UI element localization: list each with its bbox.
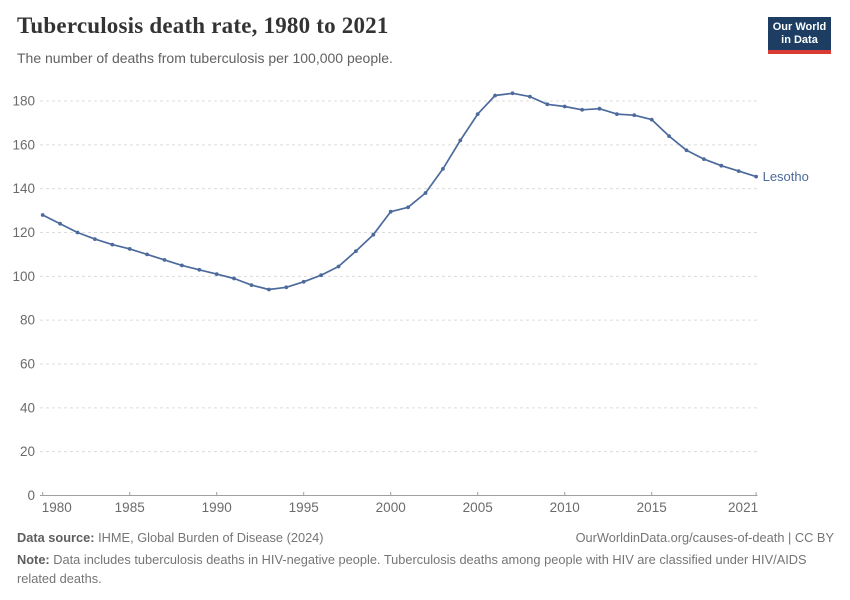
- data-point[interactable]: [736, 169, 741, 174]
- data-source-value: IHME, Global Burden of Disease (2024): [94, 530, 324, 545]
- data-point[interactable]: [754, 174, 758, 179]
- x-axis-tick-label: 1995: [289, 500, 319, 515]
- attribution-link[interactable]: OurWorldinData.org/causes-of-death | CC …: [575, 530, 834, 545]
- x-axis-tick-label: 1985: [115, 500, 145, 515]
- footer-source-row: Data source: IHME, Global Burden of Dise…: [17, 530, 834, 545]
- owid-logo-line1: Our World: [772, 21, 827, 33]
- data-source: Data source: IHME, Global Burden of Dise…: [17, 530, 324, 545]
- data-point[interactable]: [301, 279, 306, 284]
- note-text: Data includes tuberculosis deaths in HIV…: [17, 552, 807, 586]
- data-point[interactable]: [145, 252, 150, 257]
- data-point[interactable]: [249, 283, 254, 287]
- data-point[interactable]: [562, 104, 567, 109]
- data-point[interactable]: [110, 242, 115, 247]
- data-point[interactable]: [667, 134, 671, 139]
- data-point[interactable]: [406, 205, 410, 210]
- data-point[interactable]: [528, 94, 532, 99]
- data-point[interactable]: [441, 167, 445, 171]
- data-point[interactable]: [354, 249, 358, 254]
- x-axis-tick-label: 1980: [42, 500, 72, 515]
- data-point[interactable]: [58, 221, 62, 226]
- page-title: Tuberculosis death rate, 1980 to 2021: [17, 13, 389, 38]
- data-point[interactable]: [510, 91, 515, 96]
- y-axis-tick-label: 80: [20, 313, 35, 328]
- y-axis-tick-label: 120: [12, 225, 35, 240]
- data-point[interactable]: [684, 148, 689, 153]
- data-point[interactable]: [75, 230, 80, 235]
- owid-logo-line2: in Data: [781, 34, 818, 46]
- data-point[interactable]: [319, 273, 323, 278]
- data-point[interactable]: [580, 107, 584, 112]
- x-axis-tick-label: 2000: [376, 500, 406, 515]
- x-axis-tick-label: 2015: [637, 500, 667, 515]
- y-axis-tick-label: 180: [12, 94, 35, 109]
- series-label[interactable]: Lesotho: [763, 169, 809, 184]
- footer-note: Note: Data includes tuberculosis deaths …: [17, 551, 834, 588]
- data-point[interactable]: [458, 138, 463, 143]
- data-point[interactable]: [597, 106, 602, 111]
- data-point[interactable]: [423, 191, 428, 195]
- data-point[interactable]: [127, 247, 132, 251]
- y-axis-tick-label: 0: [27, 488, 35, 503]
- y-axis-tick-label: 40: [20, 400, 35, 415]
- data-point[interactable]: [493, 93, 497, 98]
- data-point[interactable]: [214, 272, 219, 276]
- owid-logo: Our World in Data: [768, 17, 831, 54]
- data-point[interactable]: [545, 102, 550, 107]
- data-point[interactable]: [232, 276, 237, 281]
- data-point[interactable]: [180, 263, 184, 268]
- data-point[interactable]: [162, 258, 167, 262]
- y-axis-tick-label: 20: [20, 444, 35, 459]
- y-axis-tick-label: 60: [20, 357, 35, 372]
- data-point[interactable]: [615, 112, 619, 116]
- x-axis-tick-label: 2021: [728, 500, 758, 515]
- note-label: Note:: [17, 552, 50, 567]
- data-point[interactable]: [371, 232, 376, 237]
- y-axis-tick-label: 160: [12, 137, 35, 152]
- y-axis-tick-label: 140: [12, 181, 35, 196]
- data-point[interactable]: [197, 267, 202, 272]
- chart-subtitle: The number of deaths from tuberculosis p…: [17, 50, 393, 66]
- y-axis-tick-label: 100: [12, 269, 35, 284]
- data-point[interactable]: [632, 113, 637, 118]
- x-axis-tick-label: 2010: [550, 500, 580, 515]
- data-point[interactable]: [284, 285, 289, 290]
- data-point[interactable]: [388, 209, 393, 214]
- data-point[interactable]: [40, 213, 45, 217]
- x-axis-tick-label: 1990: [202, 500, 232, 515]
- x-axis-tick-label: 2005: [463, 500, 493, 515]
- data-source-label: Data source:: [17, 530, 95, 545]
- trend-line[interactable]: [41, 92, 757, 291]
- data-point[interactable]: [267, 287, 271, 292]
- data-point[interactable]: [475, 112, 480, 116]
- data-point[interactable]: [702, 157, 706, 162]
- data-point[interactable]: [336, 264, 341, 269]
- data-point[interactable]: [93, 237, 97, 242]
- data-point[interactable]: [649, 117, 654, 122]
- data-point[interactable]: [719, 163, 724, 168]
